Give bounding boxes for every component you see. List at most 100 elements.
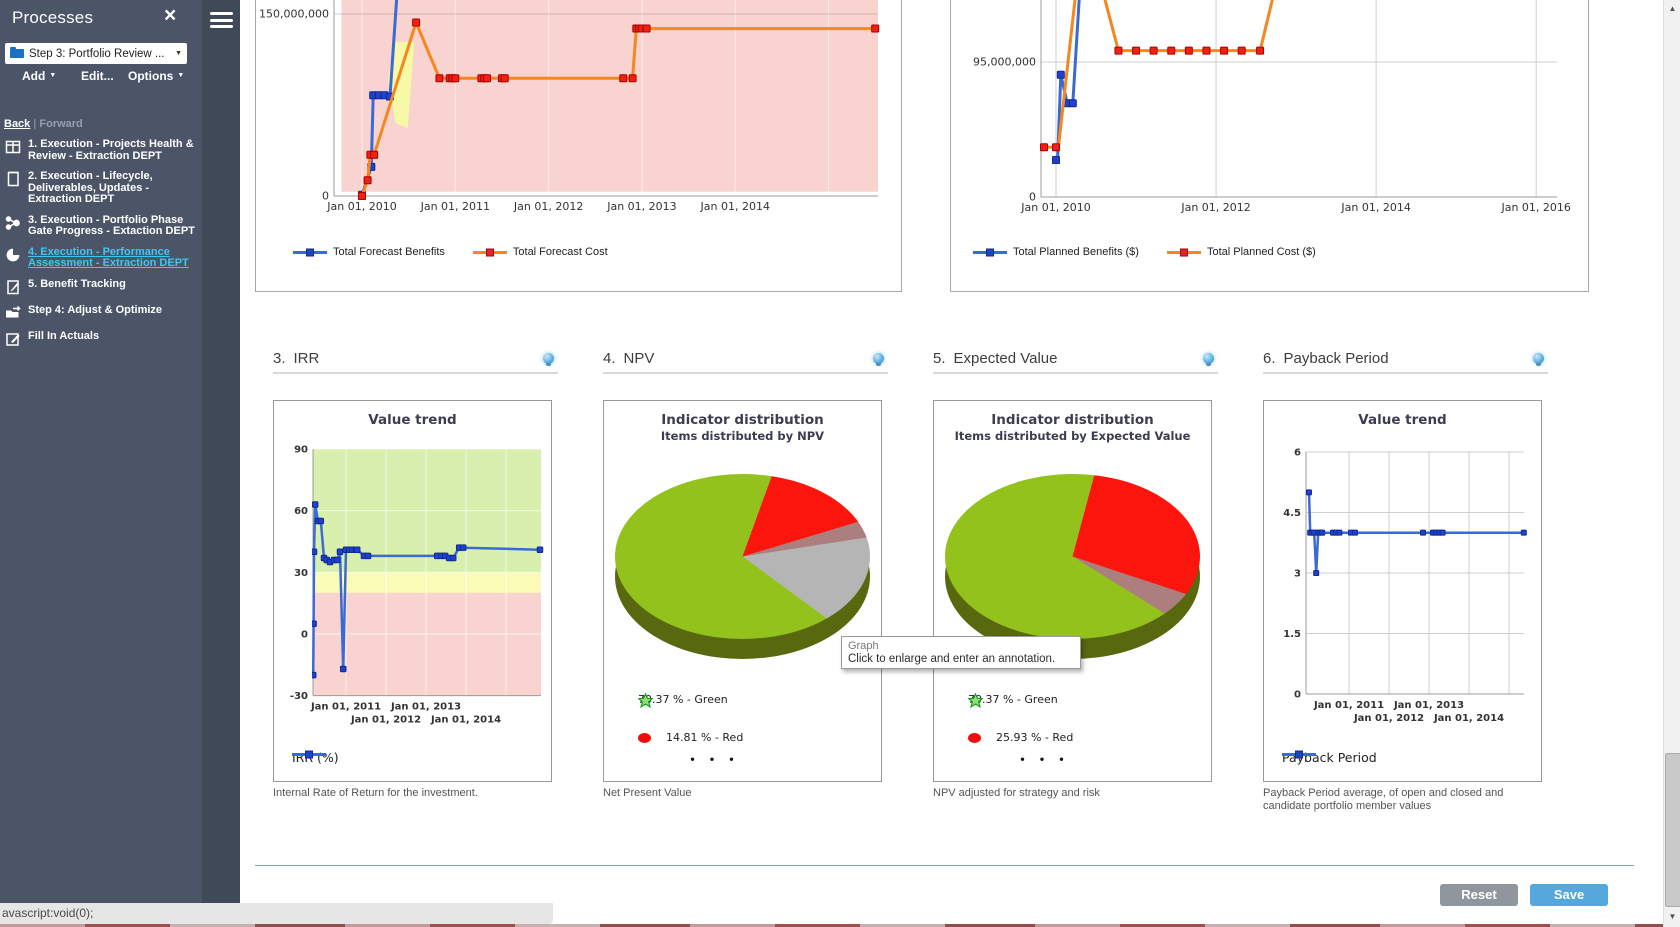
y-tick-label: 4.5: [1283, 508, 1301, 519]
section-header-expected-value: 5. Expected Value: [933, 350, 1218, 374]
x-tick-label: Jan 01, 2016: [1500, 201, 1570, 214]
y-tick-label: 95,000,000: [973, 56, 1036, 69]
edit-button[interactable]: Edit...: [81, 69, 114, 83]
forecast-chart-legend: Total Forecast Benefits Total Forecast Co…: [293, 246, 608, 258]
chevron-down-icon: ▼: [49, 71, 57, 79]
back-link[interactable]: Back: [4, 118, 31, 130]
legend-swatch: [472, 248, 507, 256]
x-tick-label: Jan 01, 2011: [420, 200, 490, 213]
series-marker: [370, 150, 379, 159]
series-marker: [642, 24, 651, 33]
npv-pie-chart[interactable]: [615, 474, 870, 639]
pie-icon: [6, 248, 20, 261]
series-marker: [1184, 46, 1193, 55]
close-icon[interactable]: ×: [164, 4, 177, 27]
irr-caption: Internal Rate of Return for the investme…: [273, 787, 478, 799]
series-marker: [451, 74, 460, 83]
scroll-up-icon[interactable]: ▲: [1668, 4, 1677, 13]
sidebar-item[interactable]: 3. Execution - Portfolio Phase Gate Prog…: [4, 214, 202, 238]
x-tick-label: Jan 01, 2014: [430, 715, 501, 726]
y-tick-label: 30: [294, 568, 308, 579]
series-marker: [871, 24, 880, 33]
sidebar-item[interactable]: Fill In Actuals: [4, 329, 202, 348]
x-tick-label: Jan 01, 2010: [326, 200, 396, 213]
series-marker: [312, 620, 317, 627]
series-marker: [1220, 46, 1229, 55]
sidebar-item[interactable]: 5. Benefit Tracking: [4, 277, 202, 296]
red-dot-icon: [968, 732, 981, 743]
series-marker: [1420, 529, 1426, 536]
save-button[interactable]: Save: [1530, 884, 1608, 906]
lightbulb-icon[interactable]: [1203, 353, 1214, 366]
reset-button[interactable]: Reset: [1440, 884, 1518, 906]
series-marker: [483, 74, 492, 83]
vertical-scrollbar[interactable]: ▲ ▼: [1663, 0, 1680, 927]
legend-label: Total Planned Benefits ($): [1013, 246, 1139, 258]
npv-chart-panel[interactable]: Indicator distribution Items distributed…: [603, 400, 882, 782]
legend-swatch: [1166, 248, 1201, 256]
series-marker: [339, 665, 347, 673]
options-button[interactable]: Options ▼: [128, 69, 185, 83]
series-marker: [459, 544, 467, 551]
more-legend-dots[interactable]: • • •: [690, 752, 740, 766]
pencil-icon: [6, 332, 20, 346]
sidebar-item-label: 5. Benefit Tracking: [28, 277, 126, 290]
series-marker: [1306, 489, 1312, 496]
series-marker: [1319, 529, 1326, 536]
legend-label: Total Forecast Benefits: [333, 246, 445, 258]
series-marker: [1114, 46, 1123, 55]
zone: [313, 592, 541, 696]
x-tick-label: Jan 01, 2012: [1353, 713, 1424, 724]
history-nav: Back | Forward: [4, 118, 83, 130]
sidebar-collapse-strip: [202, 0, 240, 903]
series-marker: [333, 556, 341, 564]
series-marker: [1520, 529, 1527, 536]
expected-value-chart-panel[interactable]: Indicator distribution Items distributed…: [933, 400, 1212, 782]
lightbulb-icon[interactable]: [543, 353, 554, 366]
legend-label: Total Forecast Cost: [512, 246, 608, 258]
legend-row-red: 25.93 % - Red: [968, 731, 1073, 744]
background-page-strip: [0, 924, 1680, 927]
scroll-down-icon[interactable]: ▼: [1668, 912, 1677, 921]
red-dot-icon: [638, 732, 651, 743]
sidebar-item[interactable]: 1. Execution - Projects Health & Review …: [4, 138, 202, 162]
process-dropdown[interactable]: Step 3: Portfolio Review ... ▼: [5, 43, 187, 64]
payback-caption: Payback Period average, of open and clos…: [1263, 787, 1504, 812]
series-marker: [1313, 570, 1320, 576]
add-button[interactable]: Add ▼: [22, 69, 57, 83]
payback-chart-panel[interactable]: Value trend 6 4.5 3 1.5 0 Jan 01, 2011 Jan 01,…: [1263, 400, 1542, 782]
x-tick-label: Jan 01, 2013: [390, 702, 461, 713]
star-icon: [968, 693, 983, 708]
irr-chart-panel[interactable]: Value trend 90 60 30 0 -30 Jan 01, 2011 Jan 01…: [273, 400, 552, 782]
phase-gate-icon: [5, 215, 20, 230]
series-marker: [1352, 529, 1358, 536]
legend-item: Payback Period: [1282, 750, 1377, 765]
sidebar-item[interactable]: Step 4: Adjust & Optimize: [4, 303, 202, 322]
legend-item: Total Forecast Benefits: [293, 246, 445, 258]
series-marker: [1439, 529, 1446, 536]
hamburger-menu-icon[interactable]: [210, 12, 233, 29]
series-marker: [1167, 46, 1176, 55]
sidebar-item-label: Step 4: Adjust & Optimize: [28, 303, 163, 316]
section-header-npv: 4. NPV: [603, 350, 888, 374]
sidebar-item[interactable]: 2. Execution - Lifecycle, Deliverables, …: [4, 170, 202, 206]
legend-row-green: 70.37 % - Green: [968, 693, 1058, 708]
sidebar-item-label: Fill In Actuals: [28, 329, 100, 342]
expected-value-pie-chart[interactable]: [945, 474, 1200, 639]
y-tick-label: 90: [294, 445, 308, 456]
lightbulb-icon[interactable]: [1533, 353, 1544, 366]
star-icon: [638, 693, 653, 708]
legend-label: Total Planned Cost ($): [1206, 246, 1316, 258]
section-header-payback: 6. Payback Period: [1263, 350, 1548, 374]
scrollbar-thumb[interactable]: [1665, 753, 1680, 907]
lightbulb-icon[interactable]: [873, 353, 884, 366]
forward-link[interactable]: Forward: [39, 118, 83, 130]
irr-legend: IRR (%): [292, 750, 339, 765]
payback-legend: Payback Period: [1282, 750, 1377, 765]
npv-caption: Net Present Value: [603, 787, 692, 799]
more-legend-dots[interactable]: • • •: [1020, 752, 1070, 766]
sidebar-item[interactable]: 4. Execution - Performance Assessment - …: [4, 246, 202, 270]
